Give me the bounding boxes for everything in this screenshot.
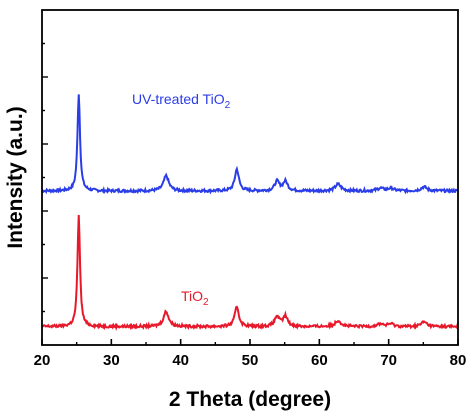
series-label-text: UV-treated TiO [132,91,225,107]
x-tick-label: 30 [103,352,120,369]
x-tick-label: 40 [172,352,189,369]
plot-lines [41,94,459,332]
x-tick-label: 60 [311,352,328,369]
axis-ticks: 20 30 40 50 60 70 80 [34,42,467,369]
x-tick-label: 20 [34,352,51,369]
series-line-1 [41,94,459,195]
y-axis-title: Intensity (a.u.) [4,106,27,248]
series-label-text: TiO [181,288,203,304]
x-tick-label: 70 [380,352,397,369]
series-label-subscript: 2 [203,297,209,308]
series-label-subscript: 2 [225,100,231,111]
series-line-2 [41,214,459,332]
x-tick-label: 50 [242,352,259,369]
series-label-1: UV-treated TiO2 [132,91,231,111]
x-tick-label: 80 [450,352,467,369]
x-axis-title: 2 Theta (degree) [169,388,331,411]
plot-frame [41,9,459,346]
series-label-2: TiO2 [181,288,209,308]
